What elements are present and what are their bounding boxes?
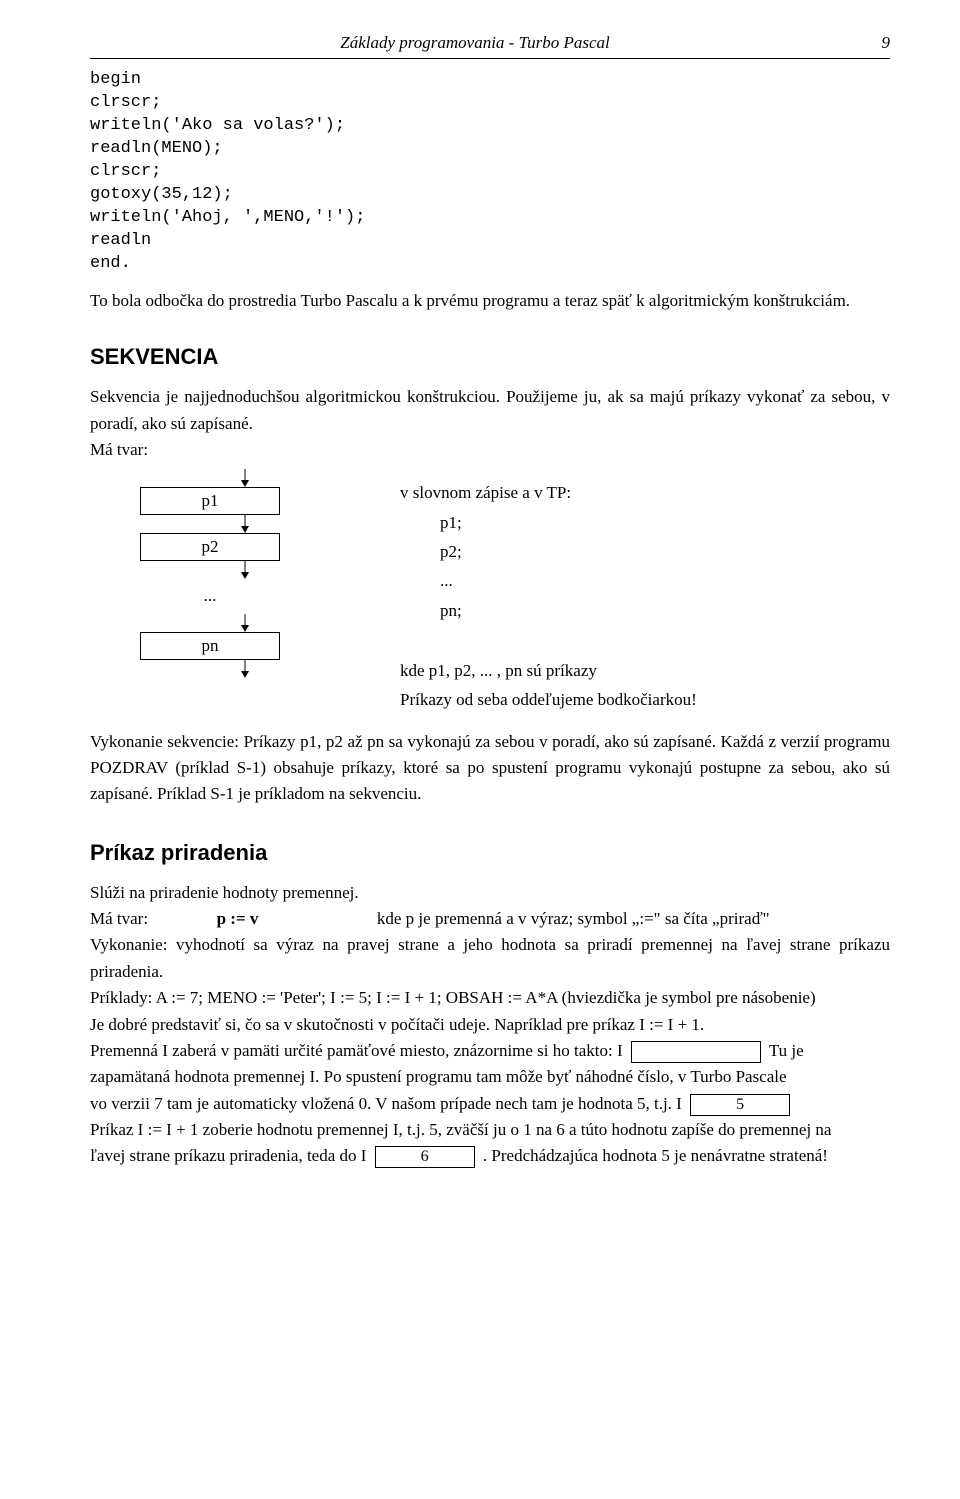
pri-l10b: . Predchádzajúca hodnota 5 je nenávratne… <box>483 1146 828 1165</box>
flowchart-left: p1 p2 ... pn <box>90 469 350 677</box>
right-line-5: pn; <box>440 598 697 624</box>
page-header: Základy programovania - Turbo Pascal 9 <box>90 30 890 59</box>
flow-box-p1: p1 <box>140 487 280 515</box>
arrow-icon <box>175 561 315 579</box>
header-title: Základy programovania - Turbo Pascal <box>90 30 860 56</box>
pri-l6a: Premenná I zaberá v pamäti určité pamäťo… <box>90 1041 623 1060</box>
right-line-2: p1; <box>440 510 697 536</box>
right-line-4: ... <box>440 568 697 594</box>
flowchart-right: v slovnom zápise a v TP: p1; p2; ... pn;… <box>350 469 697 716</box>
pri-line-2: Má tvar: p := v kde p je premenná a v vý… <box>90 906 890 932</box>
pri-l2b: p := v <box>217 909 259 928</box>
pri-line-7: zapamätaná hodnota premennej I. Po spust… <box>90 1064 890 1090</box>
pri-line-9: Príkaz I := I + 1 zoberie hodnotu premen… <box>90 1117 890 1143</box>
heading-prikaz: Príkaz priradenia <box>90 836 890 870</box>
memory-box-6: 6 <box>375 1146 475 1168</box>
pri-line-8: vo verzii 7 tam je automaticky vložená 0… <box>90 1091 890 1117</box>
arrow-icon <box>175 515 315 533</box>
flow-box-p2: p2 <box>140 533 280 561</box>
sekvencia-after: Vykonanie sekvencie: Príkazy p1, p2 až p… <box>90 729 890 808</box>
arrow-icon <box>175 614 315 632</box>
pri-l6b: Tu je <box>769 1041 804 1060</box>
pri-line-4: Príklady: A := 7; MENO := 'Peter'; I := … <box>90 985 890 1011</box>
code-block: begin clrscr; writeln('Ako sa volas?'); … <box>90 69 890 275</box>
pri-l8a: vo verzii 7 tam je automaticky vložená 0… <box>90 1094 682 1113</box>
memory-box-5: 5 <box>690 1094 790 1116</box>
intro-paragraph: To bola odbočka do prostredia Turbo Pasc… <box>90 288 890 314</box>
pri-line-5: Je dobré predstaviť si, čo sa v skutočno… <box>90 1012 890 1038</box>
flow-ellipsis: ... <box>140 583 280 609</box>
pri-l10a: ľavej strane príkazu priradenia, teda do… <box>90 1146 366 1165</box>
heading-sekvencia: SEKVENCIA <box>90 340 890 374</box>
right-line-7: Príkazy od seba oddeľujeme bodkočiarkou! <box>400 687 697 713</box>
pri-l2c: kde p je premenná a v výraz; symbol „:="… <box>377 909 770 928</box>
matvar-label: Má tvar: <box>90 437 890 463</box>
arrow-icon <box>175 469 315 487</box>
flowchart-sequence: p1 p2 ... pn <box>90 469 890 716</box>
pri-line-6: Premenná I zaberá v pamäti určité pamäťo… <box>90 1038 890 1064</box>
flow-box-pn: pn <box>140 632 280 660</box>
pri-line-10: ľavej strane príkazu priradenia, teda do… <box>90 1143 890 1169</box>
right-line-3: p2; <box>440 539 697 565</box>
memory-box-empty <box>631 1041 761 1063</box>
pri-l2a: Má tvar: <box>90 909 148 928</box>
pri-line-1: Slúži na priradenie hodnoty premennej. <box>90 880 890 906</box>
right-line-6: kde p1, p2, ... , pn sú príkazy <box>400 658 697 684</box>
header-page-number: 9 <box>860 30 890 56</box>
sekvencia-paragraph: Sekvencia je najjednoduchšou algoritmick… <box>90 384 890 437</box>
right-line-1: v slovnom zápise a v TP: <box>400 480 697 506</box>
arrow-icon <box>175 660 315 678</box>
pri-line-3: Vykonanie: vyhodnotí sa výraz na pravej … <box>90 932 890 985</box>
